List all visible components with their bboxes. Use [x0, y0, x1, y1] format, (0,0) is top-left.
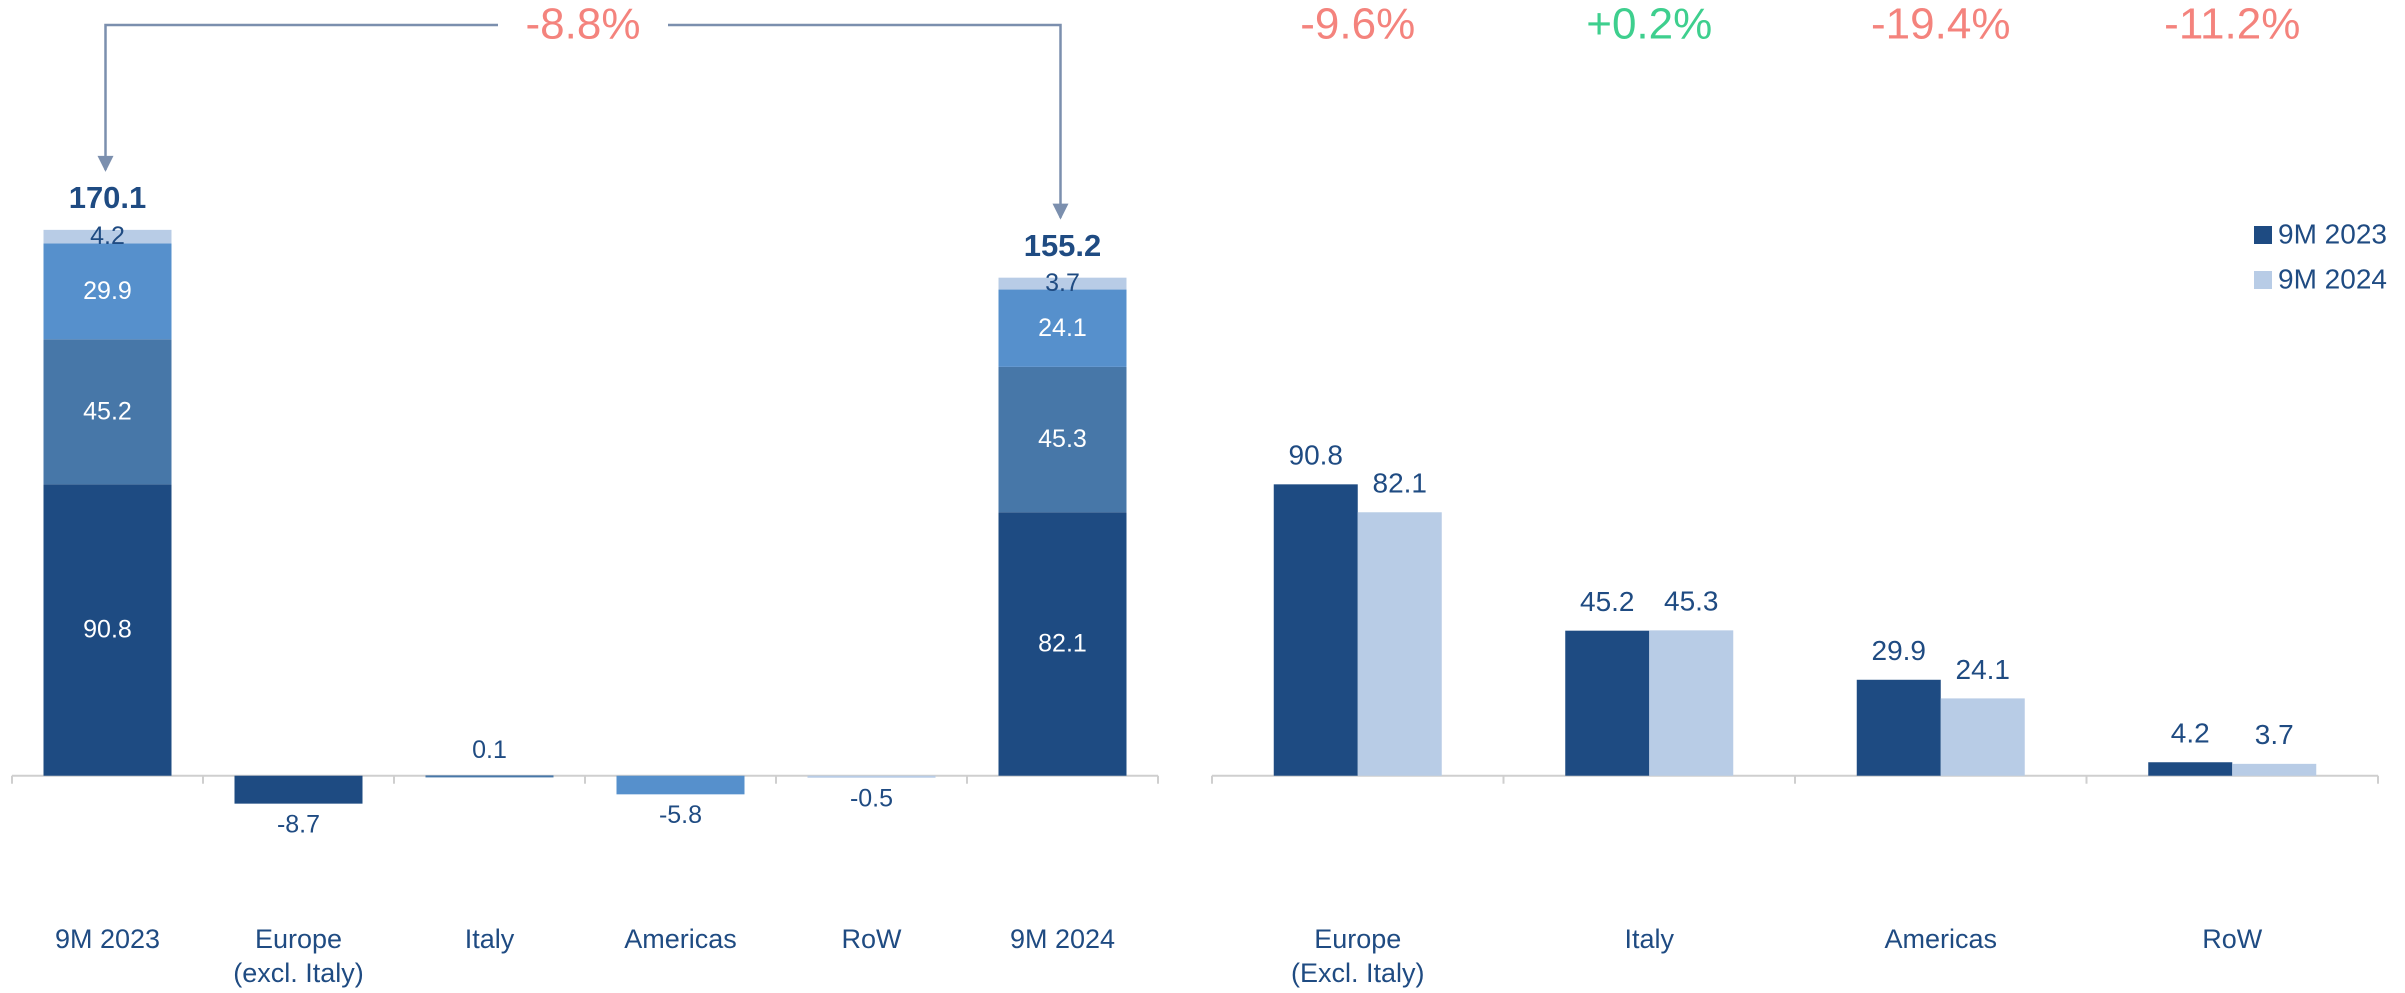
data-label: 45.3	[1038, 425, 1087, 453]
bar	[1856, 679, 1941, 776]
data-label: 24.1	[1956, 654, 2011, 685]
bar	[1357, 512, 1442, 776]
bar-segment	[234, 775, 363, 804]
total-label: 155.2	[1024, 228, 1102, 263]
data-label: 90.8	[83, 616, 132, 644]
x-tick-label: RoW	[841, 924, 902, 954]
data-label: 3.7	[2255, 719, 2294, 750]
x-tick-label: Europe (excl. Italy)	[233, 924, 364, 988]
bar	[1565, 630, 1650, 776]
bar-segment	[43, 229, 172, 244]
bar-segment	[43, 243, 172, 340]
bar	[1940, 698, 2025, 776]
data-label: 3.7	[1045, 269, 1080, 297]
bar-segment	[998, 366, 1127, 513]
data-label: 45.2	[1580, 586, 1635, 617]
total-label: 170.1	[69, 180, 147, 215]
bar-segment	[43, 339, 172, 485]
x-tick-label: Europe (Excl. Italy)	[1290, 924, 1425, 988]
x-tick-label: RoW	[2202, 924, 2263, 954]
data-label: 4.2	[90, 222, 125, 250]
annotation: -19.4%	[1871, 0, 2010, 49]
bar-segment	[43, 484, 172, 776]
data-label: -5.8	[659, 801, 702, 829]
data-label: -8.7	[277, 810, 320, 838]
bar-segment	[425, 775, 554, 778]
legend-label: 9M 2024	[2278, 263, 2387, 294]
arrow-head	[1052, 203, 1069, 220]
arrow-head	[97, 155, 114, 172]
legend-swatch	[2254, 226, 2272, 244]
bar-segment	[998, 512, 1127, 776]
x-tick-label: Americas	[1884, 924, 1998, 954]
data-label: 0.1	[472, 736, 507, 764]
x-tick-label: 9M 2023	[54, 924, 161, 954]
annotation: +0.2%	[1586, 0, 1712, 49]
data-label: 45.2	[83, 397, 132, 425]
data-label: 29.9	[83, 277, 132, 305]
x-tick-label: 9M 2024	[1009, 924, 1116, 954]
x-tick-label: Italy	[1624, 924, 1675, 954]
legend-swatch	[2254, 271, 2272, 289]
data-label: 90.8	[1289, 440, 1344, 471]
data-label: 4.2	[2171, 718, 2210, 749]
bracket	[104, 23, 1062, 218]
bar	[1273, 484, 1358, 776]
data-label: 82.1	[1038, 630, 1087, 658]
bar-segment	[998, 277, 1127, 290]
annotation: -8.8%	[526, 0, 641, 49]
bar-segment	[998, 289, 1127, 367]
bar	[2148, 762, 2233, 776]
annotation: -9.6%	[1300, 0, 1415, 49]
bar	[1649, 630, 1734, 776]
data-label: 24.1	[1038, 314, 1087, 342]
x-tick-label: Italy	[464, 924, 515, 954]
annotation: -11.2%	[2164, 0, 2300, 49]
data-label: 29.9	[1872, 635, 1927, 666]
data-label: 82.1	[1373, 468, 1428, 499]
data-label: 45.3	[1664, 586, 1719, 617]
bar-segment	[807, 775, 936, 778]
data-label: -0.5	[850, 784, 893, 812]
bar	[2232, 763, 2317, 776]
legend-label: 9M 2023	[2278, 218, 2387, 249]
bar-segment	[616, 775, 745, 795]
x-tick-label: Americas	[624, 924, 737, 954]
